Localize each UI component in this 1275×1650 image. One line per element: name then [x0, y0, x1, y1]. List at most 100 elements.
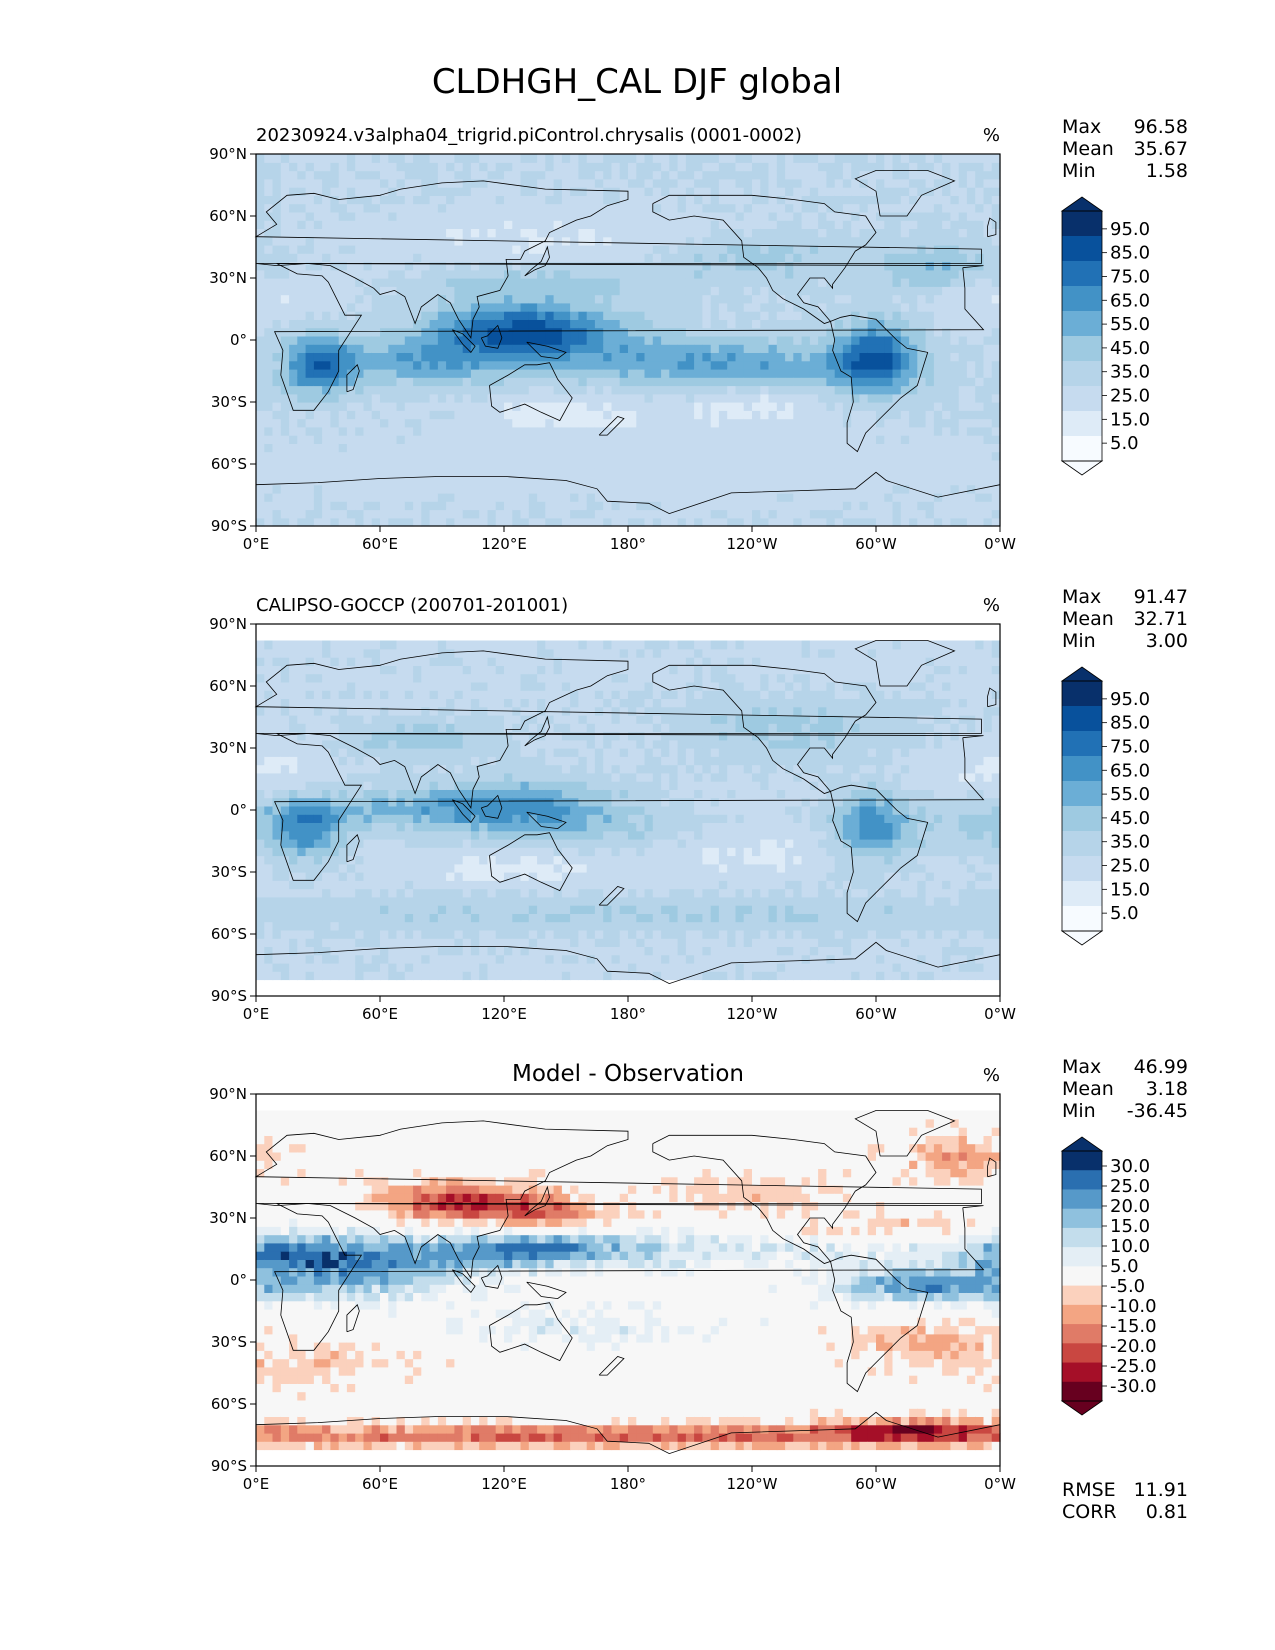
panel-observation-cell — [338, 714, 348, 724]
panel-observation-cell — [355, 723, 365, 733]
panel-observation-cell — [272, 847, 282, 857]
panel-model-cell — [578, 468, 588, 477]
panel-model-cell — [603, 335, 613, 345]
panel-model-cell — [652, 484, 662, 494]
panel-model-stat-value: 1.58 — [1146, 160, 1188, 182]
panel-model-cell — [925, 476, 935, 486]
panel-observation-cell — [380, 929, 389, 939]
panel-model-cell — [966, 492, 976, 502]
panel-model-cell — [264, 509, 274, 519]
panel-model-cell — [272, 294, 282, 304]
panel-model-cell — [520, 286, 530, 296]
panel-model-cell — [520, 484, 530, 494]
panel-model-cell — [470, 286, 480, 296]
panel-observation-cell — [272, 748, 282, 757]
panel-model-cell — [867, 517, 877, 527]
panel-model-cell — [793, 484, 803, 494]
panel-model-cell — [495, 154, 505, 163]
panel-model-colorbar-tick-label: 65.0 — [1110, 290, 1150, 311]
panel-model-cell — [909, 402, 918, 411]
panel-model-cell — [462, 368, 472, 378]
panel-model-cell — [313, 418, 323, 428]
panel-model-cell — [785, 187, 794, 196]
panel-model-cell — [718, 476, 728, 486]
panel-model-cell — [305, 344, 315, 353]
panel-model-cell — [909, 393, 918, 403]
panel-observation-cell — [322, 789, 331, 799]
panel-model-cell — [718, 187, 728, 196]
panel-model-cell — [272, 443, 282, 453]
panel-model-cell — [603, 269, 613, 279]
panel-model-cell — [338, 509, 348, 519]
panel-model-cell — [842, 327, 852, 337]
panel-model-cell — [718, 286, 728, 296]
panel-model-cell — [685, 344, 695, 353]
panel-model-cell — [809, 484, 819, 494]
panel-model-cell — [413, 410, 422, 420]
panel-model-cell — [694, 335, 703, 345]
panel-model-cell — [661, 211, 670, 221]
panel-model-cell — [933, 335, 943, 345]
panel-model-cell — [818, 278, 827, 287]
panel-observation-cell — [256, 888, 265, 898]
panel-observation-cell — [305, 838, 315, 848]
panel-model-cell — [404, 319, 414, 329]
panel-model-cell — [470, 402, 480, 411]
panel-observation-cell — [338, 665, 348, 675]
panel-model-cell — [892, 385, 902, 395]
panel-model-cell — [842, 352, 852, 362]
panel-model-cell — [537, 154, 546, 163]
panel-model-cell — [363, 368, 373, 378]
panel-model-cell — [561, 459, 571, 469]
panel-observation-cell — [264, 665, 274, 675]
panel-model-cell — [528, 451, 538, 461]
panel-model-cell — [677, 236, 687, 246]
panel-model-cell — [636, 385, 646, 395]
panel-model-cell — [743, 426, 753, 436]
panel-model-cell — [818, 319, 827, 329]
panel-model-cell — [305, 203, 315, 213]
panel-model-cell — [313, 228, 323, 238]
panel-model-cell — [264, 211, 274, 221]
panel-observation-cell — [322, 814, 331, 823]
panel-model-cell — [677, 418, 687, 428]
panel-model-cell — [933, 211, 943, 221]
panel-observation-cell — [256, 657, 265, 666]
panel-model-cell — [818, 393, 827, 403]
panel-model-cell — [768, 492, 778, 502]
panel-model-cell — [545, 170, 555, 180]
panel-model-cell — [578, 302, 588, 312]
panel-observation-cell — [355, 764, 365, 774]
panel-model-cell — [785, 418, 794, 428]
panel-observation-cell — [330, 847, 340, 857]
panel-model-cell — [429, 228, 439, 238]
panel-observation-cell — [297, 847, 307, 857]
panel-model-cell — [834, 360, 844, 370]
panel-model-cell — [702, 402, 712, 411]
panel-model-cell — [561, 484, 571, 494]
panel-model-cell — [504, 187, 513, 196]
panel-observation-cell — [380, 905, 389, 914]
panel-model-cell — [363, 426, 373, 436]
panel-model-cell — [388, 418, 398, 428]
panel-model-cell — [603, 302, 613, 312]
panel-model-cell — [718, 278, 728, 287]
panel-observation-cell — [380, 838, 389, 848]
panel-model-cell — [313, 360, 323, 370]
panel-model-cell — [338, 236, 348, 246]
panel-model-cell — [437, 154, 447, 163]
panel-model-cell — [429, 492, 439, 502]
panel-model-cell — [694, 327, 703, 337]
panel-observation-cell — [338, 863, 348, 873]
panel-model-cell — [909, 253, 918, 263]
panel-observation-cell — [297, 797, 307, 807]
panel-model-cell — [446, 360, 455, 370]
panel-model-cell — [586, 418, 596, 428]
panel-observation-cell — [380, 872, 389, 881]
panel-model-cell — [644, 360, 654, 370]
panel-model-cell — [801, 154, 811, 163]
panel-model-cell — [429, 162, 439, 172]
panel-observation-cell — [280, 863, 290, 873]
panel-model-cell — [966, 368, 976, 378]
panel-model-cell — [958, 211, 968, 221]
